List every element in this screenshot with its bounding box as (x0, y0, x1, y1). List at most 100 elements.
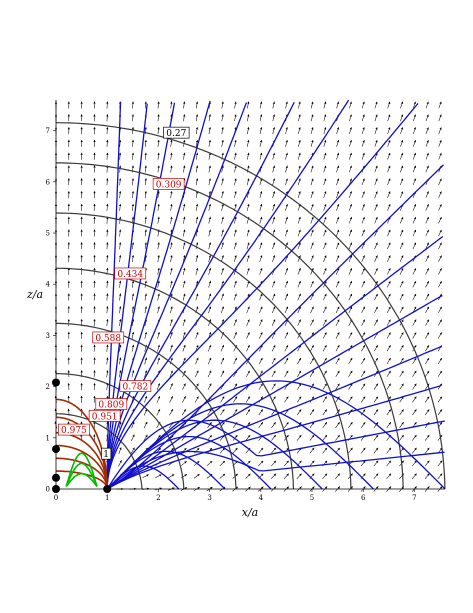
field-arrow-head (414, 396, 417, 399)
field-arrow (183, 229, 186, 237)
field-arrow-head (414, 358, 417, 361)
field-arrow-head (413, 229, 417, 233)
field-arrow-head (285, 127, 288, 130)
field-arrow (374, 255, 378, 262)
field-arrow (234, 152, 237, 160)
field-arrow-head (311, 101, 314, 104)
field-arrow-head (80, 152, 83, 155)
field-arrow (106, 178, 109, 186)
field-arrow-head (388, 332, 391, 335)
field-arrow-head (349, 255, 353, 258)
field-arrow (271, 422, 276, 428)
field-arrow (348, 447, 353, 454)
field-arrow-head (196, 396, 199, 399)
field-arrow (374, 280, 378, 288)
field-arrow-head (157, 293, 160, 296)
field-arrow (297, 280, 301, 288)
field-arrow-head (80, 395, 83, 399)
field-arrow-head (259, 114, 263, 117)
field-arrow-head (324, 357, 327, 361)
field-arrow (348, 422, 353, 428)
field-arrow (131, 293, 135, 301)
field-arrow (131, 331, 135, 339)
field-arrow (80, 216, 83, 224)
field-arrow-head (260, 447, 264, 451)
field-arrow (438, 255, 442, 262)
field-arrow (106, 255, 109, 263)
field-arrow (335, 345, 340, 352)
field-arrow (259, 293, 263, 301)
field-arrow (259, 191, 263, 199)
field-arrow (272, 178, 276, 186)
field-arrow-head (234, 383, 237, 386)
field-arrow (67, 139, 70, 147)
field-arrow (221, 101, 224, 109)
field-arrow-head (311, 268, 314, 271)
field-arrow (208, 178, 212, 186)
field-arrow-head (337, 447, 340, 451)
field-arrow (386, 447, 392, 454)
field-arrow-head (272, 178, 276, 181)
field-arrow-head (222, 409, 225, 412)
field-arrow-head (298, 165, 301, 168)
field-arrow (221, 229, 224, 237)
field-arrow-head (131, 191, 135, 194)
field-arrow-head (118, 203, 122, 207)
field-arrow-head (93, 255, 96, 258)
field-arrow (182, 319, 186, 327)
contour-label-box (119, 380, 152, 392)
field-arrow-head (273, 319, 276, 322)
field-arrow (425, 306, 430, 314)
field-arrow-head (145, 434, 148, 438)
field-arrow (361, 216, 365, 224)
field-arrow-head (170, 101, 173, 104)
field-arrow-head (183, 242, 186, 245)
field-arrow (157, 127, 160, 135)
field-arrow-head (414, 293, 417, 297)
field-arrow-head (388, 293, 391, 297)
field-arrow-head (196, 306, 199, 309)
field-arrow (322, 332, 327, 339)
field-arrow (271, 319, 276, 326)
field-arrow-head (336, 178, 340, 181)
field-arrow-head (413, 242, 417, 246)
field-arrow-head (93, 293, 96, 296)
field-arrow (336, 127, 340, 135)
field-arrow (298, 101, 301, 109)
field-arrow (119, 255, 122, 263)
field-arrow-head (413, 178, 416, 181)
field-arrow-head (375, 255, 378, 258)
field-arrow (322, 319, 327, 326)
field-arrow (387, 255, 391, 262)
field-arrow-head (375, 357, 378, 361)
field-arrow (170, 255, 173, 263)
field-arrow (131, 203, 135, 211)
field-arrow-head (439, 127, 442, 130)
field-arrow (208, 229, 212, 237)
field-arrow (387, 178, 391, 186)
field-arrow (93, 191, 96, 199)
field-arrow-head (413, 165, 416, 169)
field-arrow-head (401, 178, 404, 181)
field-arrow (80, 383, 83, 391)
field-arrow-head (93, 165, 96, 168)
field-arrow-head (247, 435, 251, 438)
field-arrow-head (324, 268, 327, 271)
field-arrow (425, 191, 429, 198)
field-arrow-head (222, 422, 225, 425)
field-arrow-head (273, 293, 276, 297)
field-arrow (335, 383, 340, 390)
field-arrow-head (324, 242, 327, 245)
field-arrow-head (196, 293, 199, 296)
field-arrow (183, 216, 186, 224)
field-arrow (322, 422, 328, 428)
field-arrow (234, 114, 237, 122)
field-arrow-head (80, 101, 83, 104)
field-arrow (437, 473, 443, 480)
field-arrow-head (260, 293, 263, 297)
field-arrow (310, 268, 314, 275)
field-arrow (219, 473, 226, 479)
field-arrow-head (260, 319, 263, 322)
field-arrow-head (426, 242, 429, 246)
field-arrow-head (208, 178, 212, 181)
